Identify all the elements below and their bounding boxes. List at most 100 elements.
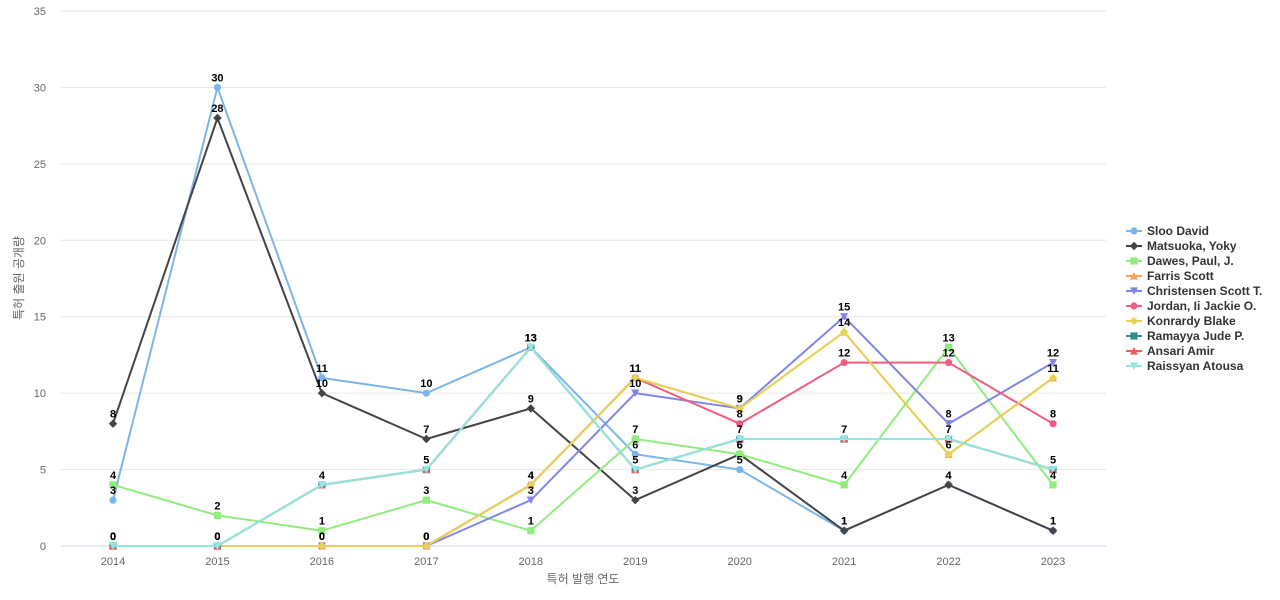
data-label: 0 (214, 531, 220, 543)
data-label: 12 (942, 348, 954, 360)
data-label: 7 (737, 424, 743, 436)
data-label: 4 (528, 470, 535, 482)
data-point (631, 435, 639, 443)
data-point (526, 480, 535, 490)
series-line (113, 331, 1054, 547)
data-label: 0 (319, 531, 325, 543)
legend-label: Ansari Amir (1147, 344, 1215, 358)
data-label: 5 (632, 455, 638, 467)
series-lines (108, 83, 1058, 551)
data-label: 6 (737, 439, 743, 451)
data-point (839, 327, 849, 337)
data-point (1049, 465, 1058, 474)
data-point (526, 343, 535, 352)
data-label: 0 (423, 531, 429, 543)
data-label: 7 (632, 424, 638, 436)
data-point (631, 373, 640, 383)
data-label: 7 (423, 424, 429, 436)
legend-swatch-marker (1129, 241, 1139, 251)
legend-label: Jordan, Ii Jackie O. (1147, 299, 1256, 313)
legend-item-ansari-amir: Ansari Amir (1126, 344, 1215, 358)
data-label: 15 (838, 302, 850, 314)
data-label: 1 (528, 516, 534, 528)
legend-label: Sloo David (1147, 224, 1209, 238)
x-tick-label: 2021 (832, 556, 856, 568)
data-point (526, 404, 535, 413)
data-label: 28 (211, 103, 223, 115)
y-tick-label: 5 (40, 465, 46, 477)
legend-label: Farris Scott (1147, 269, 1214, 283)
series-dawes-paul-j (109, 343, 1057, 535)
data-label: 10 (420, 378, 432, 390)
y-tick-label: 15 (34, 312, 46, 324)
data-label: 10 (316, 378, 328, 390)
legend-item-ramayya-jude-p: Ramayya Jude P. (1126, 329, 1244, 343)
y-tick-label: 0 (40, 541, 46, 553)
data-point (422, 496, 430, 504)
data-label: 0 (110, 531, 116, 543)
data-point (422, 541, 431, 551)
data-point (945, 343, 953, 351)
data-label: 0 (423, 531, 429, 543)
data-label: 11 (316, 363, 328, 375)
data-label: 6 (737, 439, 743, 451)
data-label: 13 (942, 332, 954, 344)
legend-swatch-marker (1130, 332, 1138, 340)
data-point (944, 450, 953, 459)
x-tick-label: 2019 (623, 556, 647, 568)
data-point (631, 465, 640, 474)
data-point (526, 496, 535, 505)
data-point (840, 435, 849, 443)
data-point (631, 389, 640, 398)
series-raissyan-atousa (109, 343, 1058, 550)
legend-swatch-marker (1130, 347, 1138, 355)
y-tick-label: 20 (34, 235, 46, 247)
x-tick-label: 2017 (414, 556, 438, 568)
data-label: 8 (110, 409, 116, 421)
data-point (318, 527, 326, 535)
data-label: 10 (629, 378, 641, 390)
data-label: 8 (737, 409, 743, 421)
y-axis-ticks: 0 5 10 15 20 25 30 35 (34, 6, 46, 553)
data-label: 3 (110, 485, 116, 497)
x-tick-label: 2015 (205, 556, 229, 568)
legend-swatch-marker (1130, 227, 1138, 235)
data-point (109, 542, 117, 550)
data-label: 4 (946, 470, 953, 482)
series-line (112, 86, 1054, 532)
labels-jordan-ii-jackie-o: 0 0 0 0 4 11 8 12 12 8 (110, 348, 1056, 543)
data-point (631, 450, 639, 458)
data-label: 12 (1047, 348, 1059, 360)
data-point (1049, 358, 1058, 367)
data-label: 8 (946, 409, 952, 421)
data-label: 7 (946, 424, 952, 436)
data-label: 4 (946, 470, 953, 482)
data-point (213, 511, 222, 520)
data-point (736, 420, 744, 428)
data-point (735, 404, 744, 413)
data-label: 3 (632, 485, 638, 497)
data-label: 4 (528, 470, 535, 482)
legend-swatch-marker (1130, 257, 1138, 265)
data-point (422, 434, 431, 444)
data-label: 9 (737, 393, 743, 405)
data-label: 13 (525, 332, 537, 344)
data-point (840, 481, 848, 489)
data-label: 0 (319, 531, 325, 543)
data-point (318, 374, 326, 382)
legend-item-sloo-david: Sloo David (1126, 224, 1209, 238)
data-label: 0 (110, 531, 116, 543)
data-point (213, 542, 222, 550)
data-label: 12 (838, 348, 850, 360)
data-point (736, 450, 744, 458)
data-point (527, 527, 535, 535)
legend-label: Ramayya Jude P. (1147, 329, 1244, 343)
data-point (1049, 481, 1057, 489)
data-label: 6 (632, 439, 638, 451)
legend-item-dawes-paul-j: Dawes, Paul, J. (1126, 254, 1234, 268)
